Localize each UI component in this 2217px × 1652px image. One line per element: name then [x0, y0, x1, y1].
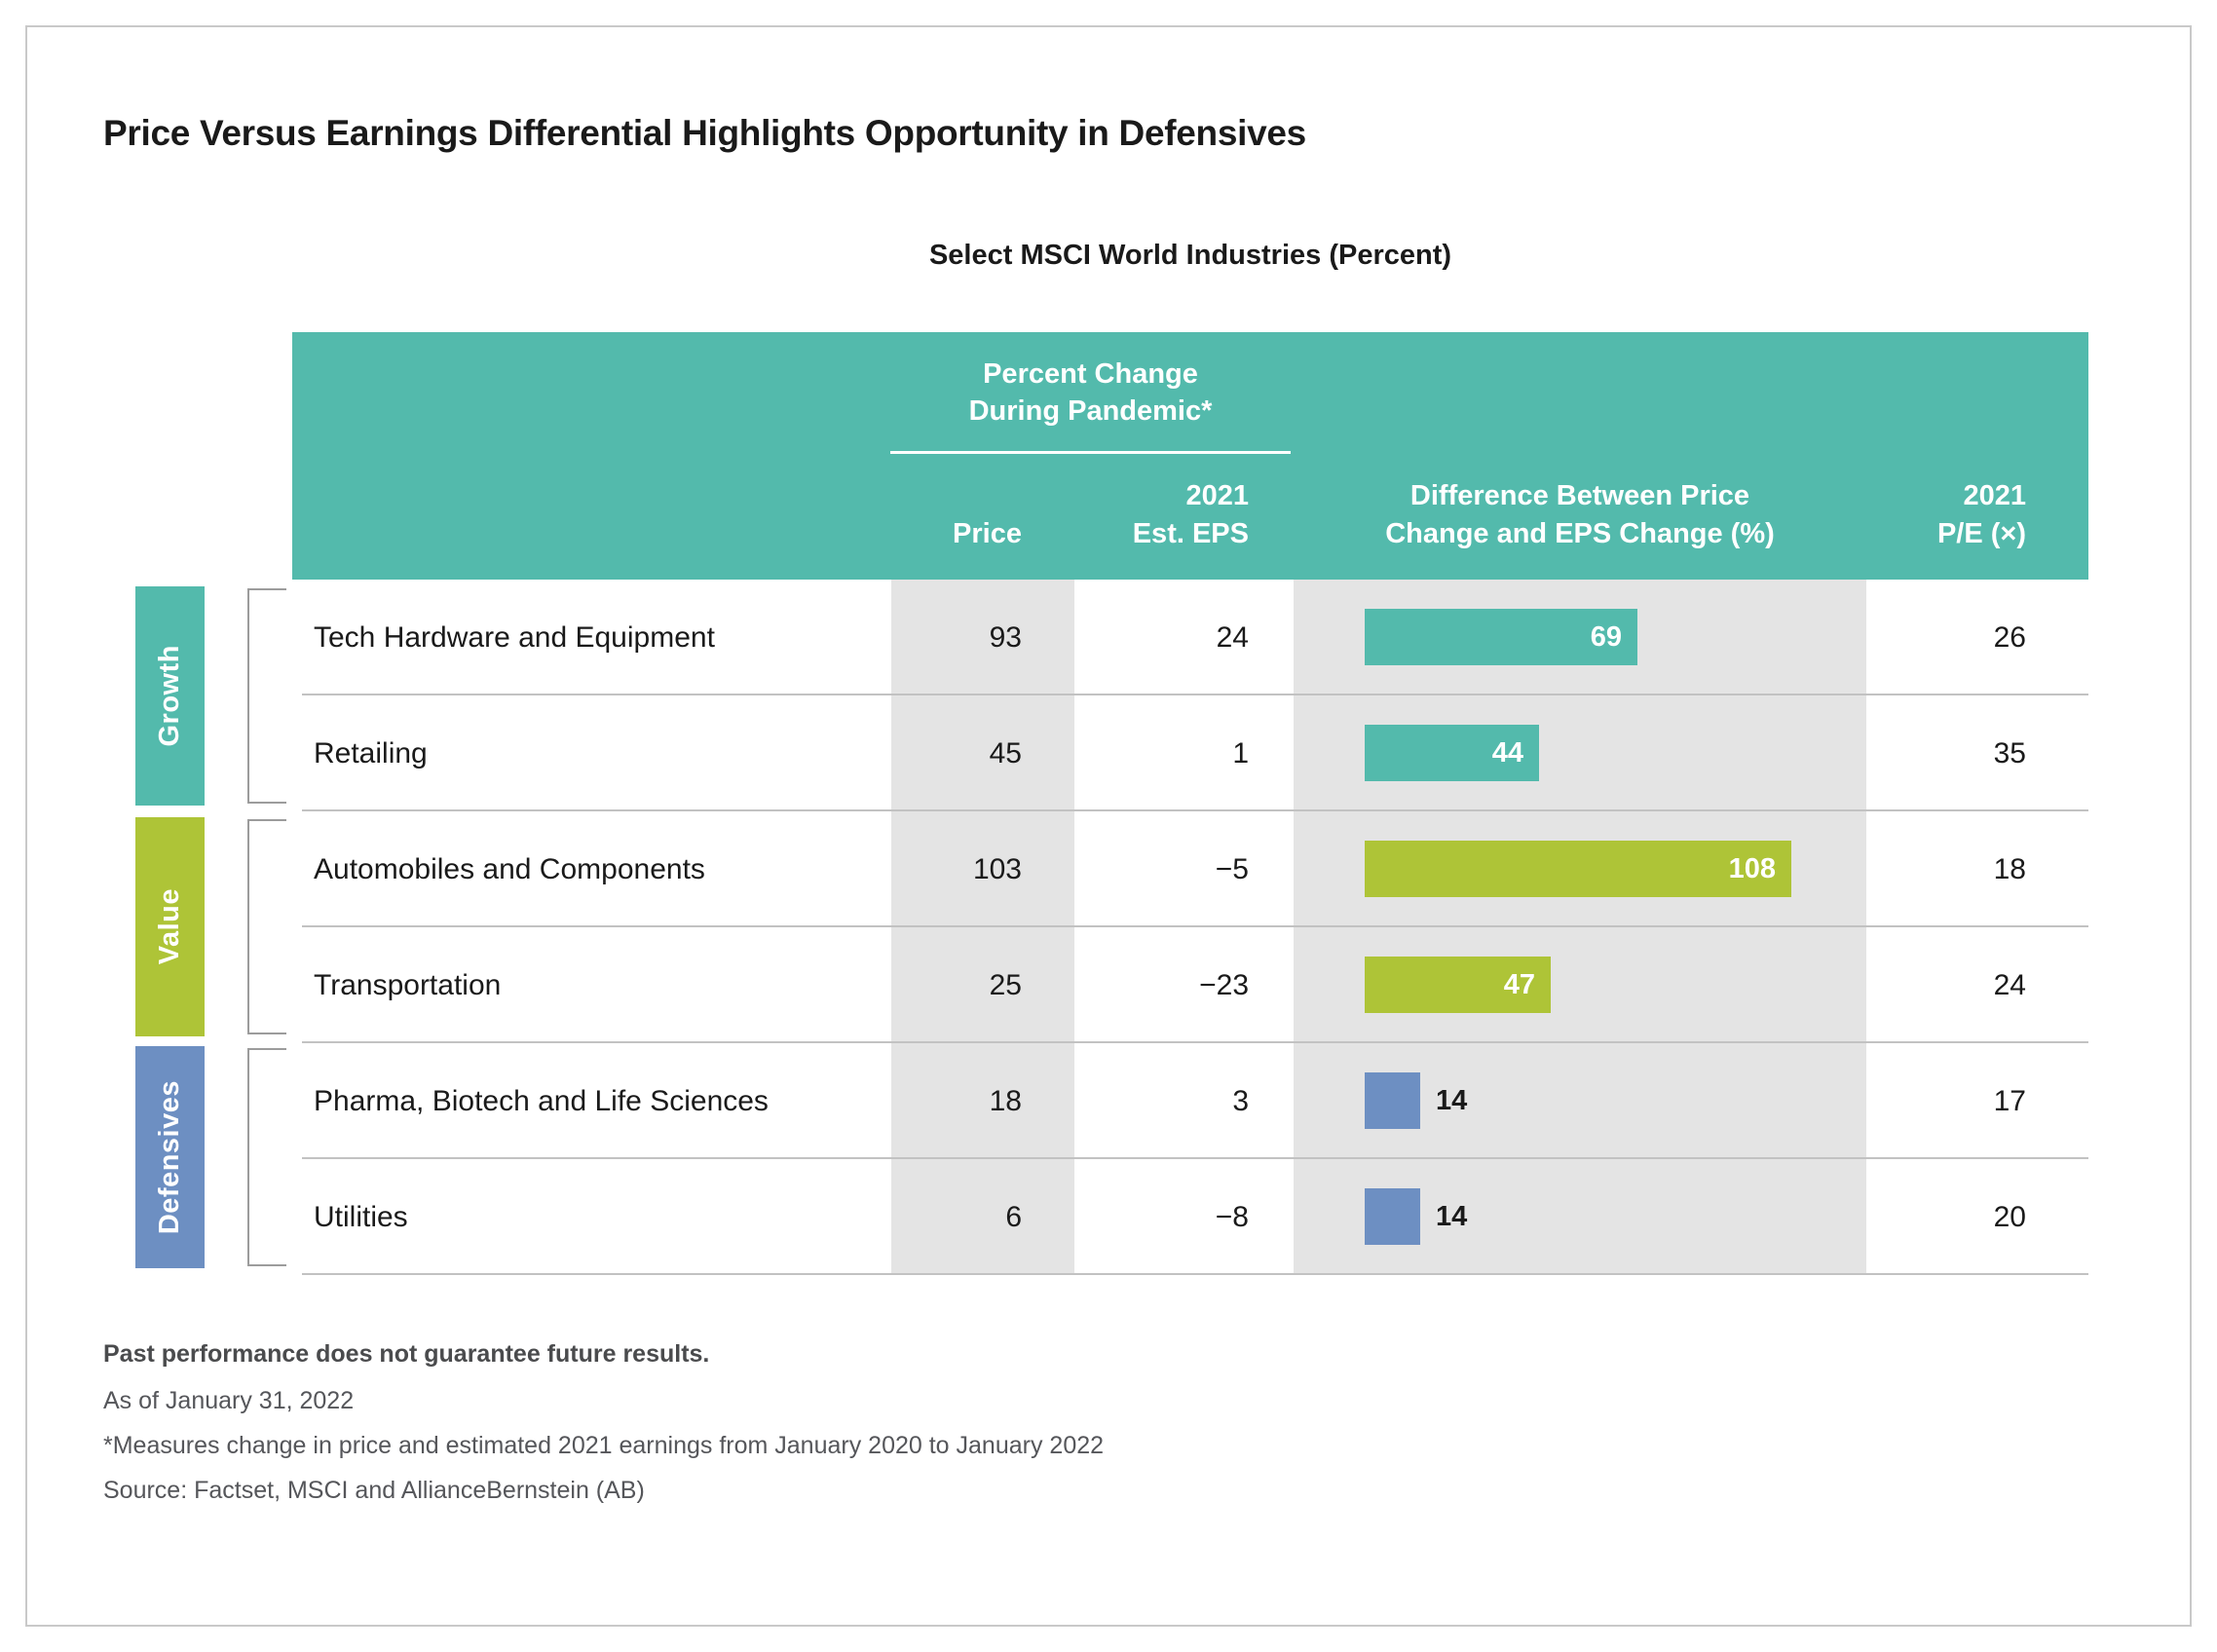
group-label-value-text: Value — [154, 888, 185, 965]
industry-cell: Pharma, Biotech and Life Sciences — [314, 1084, 769, 1117]
row-divider — [302, 1273, 2088, 1275]
diff-bar-rect — [1365, 957, 1551, 1013]
diff-bar-value: 108 — [1728, 853, 1776, 884]
table-row-pharma: Pharma, Biotech and Life Sciences 18 3 1… — [292, 1043, 2088, 1159]
group-bracket-defensives — [247, 1048, 286, 1266]
diff-bar-cell: 47 — [1365, 927, 1988, 1043]
eps-cell: 3 — [1232, 1084, 1249, 1117]
price-cell: 25 — [989, 968, 1022, 1001]
industry-cell: Transportation — [314, 968, 502, 1001]
diff-bar-cell: 69 — [1365, 580, 1988, 695]
group-bracket-growth — [247, 588, 286, 804]
price-cell: 18 — [989, 1084, 1022, 1117]
header-diff-column: Difference Between Price Change and EPS … — [1385, 480, 1775, 549]
diff-bar-cell: 14 — [1365, 1159, 1988, 1275]
table-row-tech-hardware: Tech Hardware and Equipment 93 24 69 26 — [292, 580, 2088, 695]
group-label-growth-text: Growth — [154, 645, 185, 747]
diff-bar-rect — [1365, 1072, 1420, 1129]
price-cell: 93 — [989, 620, 1022, 654]
diff-bar-cell: 44 — [1365, 695, 1988, 811]
header-pe-column: 2021 P/E (×) — [1936, 480, 2026, 549]
eps-cell: −23 — [1199, 968, 1249, 1001]
row-divider — [302, 694, 2088, 695]
diff-bar-value: 69 — [1590, 621, 1622, 653]
pe-cell: 26 — [1993, 620, 2026, 654]
eps-cell: −8 — [1215, 1200, 1249, 1233]
header-pandemic-group: Percent Change During Pandemic* — [968, 358, 1213, 428]
header-price-column: Price — [953, 517, 1022, 549]
eps-cell: −5 — [1215, 852, 1249, 885]
price-cell: 6 — [1005, 1200, 1022, 1233]
diff-bar-value: 47 — [1503, 969, 1535, 1000]
diff-bar-cell: 14 — [1365, 1043, 1988, 1159]
diff-bar-rect — [1365, 841, 1791, 897]
pe-cell: 20 — [1993, 1200, 2026, 1233]
footnote-measure-note: *Measures change in price and estimated … — [103, 1432, 1105, 1459]
table-row-automobiles: Automobiles and Components 103 −5 108 18 — [292, 811, 2088, 927]
diff-bar-rect — [1365, 1188, 1420, 1245]
group-label-defensives: Defensives — [135, 1046, 205, 1268]
diff-column-shade — [1294, 580, 1866, 1275]
group-label-value: Value — [135, 817, 205, 1036]
diff-bar-value: 14 — [1436, 1201, 1468, 1232]
pe-cell: 18 — [1993, 852, 2026, 885]
industry-cell: Utilities — [314, 1200, 408, 1233]
row-divider — [302, 1157, 2088, 1159]
footnote-as-of: As of January 31, 2022 — [103, 1387, 355, 1414]
diff-bar-rect — [1365, 609, 1637, 665]
footnote-disclaimer: Past performance does not guarantee futu… — [103, 1340, 710, 1368]
diff-bar-value: 14 — [1436, 1085, 1468, 1116]
eps-cell: 1 — [1232, 736, 1249, 770]
pe-cell: 35 — [1993, 736, 2026, 770]
industry-cell: Retailing — [314, 736, 428, 770]
price-cell: 103 — [972, 852, 1022, 885]
industry-cell: Automobiles and Components — [314, 852, 705, 885]
header-eps-column: 2021 Est. EPS — [1132, 480, 1249, 549]
group-label-defensives-text: Defensives — [154, 1079, 185, 1235]
row-divider — [302, 925, 2088, 927]
diff-bar-rect — [1365, 725, 1539, 781]
row-divider — [302, 809, 2088, 811]
table-row-transportation: Transportation 25 −23 47 24 — [292, 927, 2088, 1043]
table-row-retailing: Retailing 45 1 44 35 — [292, 695, 2088, 811]
diff-bar-value: 44 — [1491, 737, 1523, 769]
price-column-shade — [891, 580, 1074, 1275]
diff-bar-cell: 108 — [1365, 811, 1988, 927]
table-header: Percent Change During Pandemic* Price 20… — [292, 332, 2088, 580]
group-label-growth: Growth — [135, 586, 205, 806]
chart-title: Price Versus Earnings Differential Highl… — [103, 113, 1306, 153]
header-pandemic-underline — [890, 451, 1291, 454]
chart-subtitle: Select MSCI World Industries (Percent) — [928, 240, 1452, 271]
price-cell: 45 — [989, 736, 1022, 770]
pe-cell: 24 — [1993, 968, 2026, 1001]
industry-cell: Tech Hardware and Equipment — [314, 620, 715, 654]
table-row-utilities: Utilities 6 −8 14 20 — [292, 1159, 2088, 1275]
footnote-source: Source: Factset, MSCI and AllianceBernst… — [103, 1477, 645, 1504]
eps-cell: 24 — [1216, 620, 1249, 654]
group-bracket-value — [247, 819, 286, 1034]
row-divider — [302, 1041, 2088, 1043]
pe-cell: 17 — [1993, 1084, 2026, 1117]
